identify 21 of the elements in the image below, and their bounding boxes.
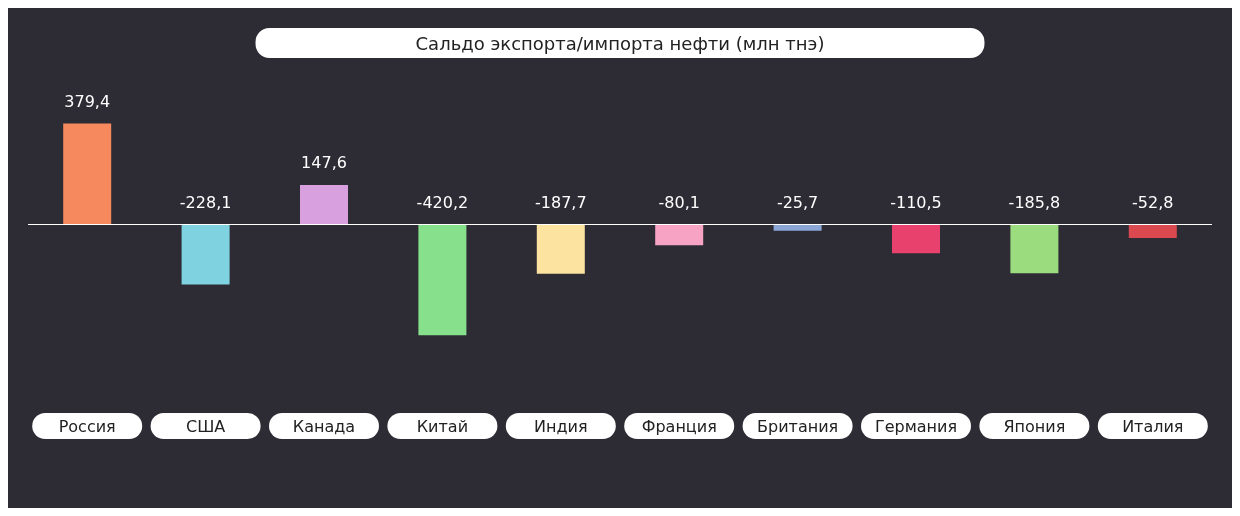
x-tick-label: Франция (641, 416, 717, 436)
x-tick-label: Россия (58, 416, 116, 436)
x-tick-label: Италия (1122, 416, 1184, 436)
x-tick-label: Германия (874, 416, 958, 436)
data-label: -420,2 (416, 192, 469, 212)
x-tick-label: Канада (292, 416, 356, 436)
x-tick-label: Япония (1003, 416, 1066, 436)
x-tick-label: США (185, 416, 226, 436)
chart-title: Сальдо экспорта/импорта нефти (млн тнэ) (415, 32, 825, 54)
data-label: -80,1 (658, 192, 700, 212)
data-label: -52,8 (1132, 192, 1174, 212)
data-label: -185,8 (1008, 192, 1061, 212)
x-tick-label: Китай (416, 416, 469, 436)
data-label: 379,4 (64, 91, 111, 111)
data-label: -228,1 (179, 192, 232, 212)
data-label: -110,5 (890, 192, 942, 212)
x-tick-label: Индия (534, 416, 588, 436)
data-label: -187,7 (535, 192, 587, 212)
data-label: -25,7 (776, 192, 819, 212)
x-tick-label: Британия (757, 416, 839, 436)
data-label: 147,6 (301, 153, 347, 173)
